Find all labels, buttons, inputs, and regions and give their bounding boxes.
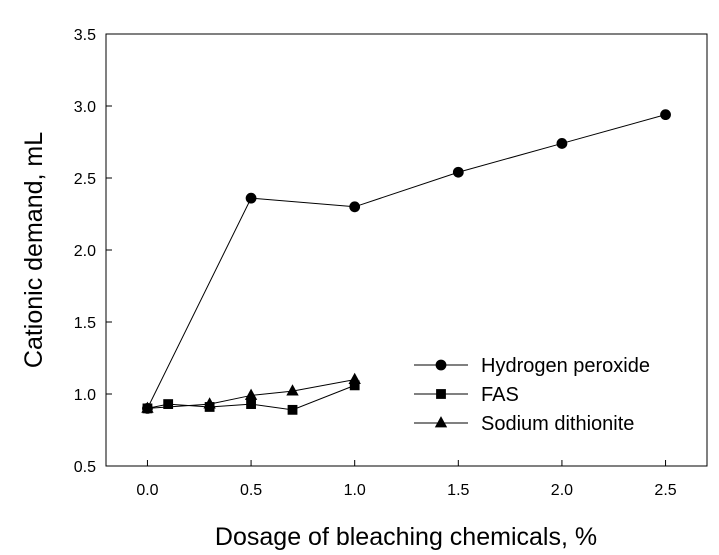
x-tick-label: 0.5	[240, 482, 262, 499]
data-point	[203, 397, 216, 409]
legend-label: Sodium dithionite	[481, 413, 634, 435]
x-tick-label: 2.5	[654, 482, 676, 499]
x-tick-label: 1.5	[447, 482, 469, 499]
x-tick-label: 0.0	[136, 482, 158, 499]
y-tick-label: 2.0	[74, 243, 96, 260]
legend-marker	[434, 416, 448, 428]
legend-item: Hydrogen peroxide	[414, 355, 650, 377]
legend-marker	[436, 389, 446, 399]
data-point	[141, 401, 154, 413]
legend: Hydrogen peroxide FAS Sodium dithionite	[414, 355, 650, 435]
y-tick-label: 1.0	[74, 387, 96, 404]
data-point	[660, 109, 671, 121]
legend-item: Sodium dithionite	[414, 413, 634, 435]
y-axis-title: Cationic demand, mL	[20, 132, 48, 368]
data-point	[287, 404, 298, 415]
plot-frame	[105, 33, 708, 467]
y-tick-label: 3.5	[74, 27, 96, 44]
legend-label: Hydrogen peroxide	[481, 355, 650, 377]
data-point	[452, 166, 464, 178]
data-point	[245, 192, 257, 204]
y-tick-label: 3.0	[74, 99, 96, 116]
x-axis-ticks: 0.0 0.5 1.0 1.5 2.0 2.5	[136, 460, 677, 499]
data-point	[556, 138, 568, 149]
data-point	[349, 201, 361, 213]
y-axis-ticks: 0.5 1.0 1.5 2.0 2.5 3.0 3.5	[74, 27, 112, 476]
data-point	[286, 384, 299, 396]
x-tick-label: 1.0	[344, 482, 366, 499]
y-tick-label: 2.5	[74, 171, 96, 188]
data-point	[246, 399, 256, 409]
data-point	[163, 399, 174, 409]
series-layer	[141, 109, 671, 415]
x-axis-title: Dosage of bleaching chemicals, %	[215, 523, 597, 551]
y-tick-label: 0.5	[74, 459, 96, 476]
x-tick-label: 2.0	[551, 482, 573, 499]
legend-item: FAS	[414, 384, 519, 406]
series-sodium-dithionite	[141, 372, 361, 413]
data-point	[348, 372, 361, 385]
data-point	[244, 388, 258, 400]
legend-marker	[435, 359, 447, 371]
legend-label: FAS	[481, 384, 519, 406]
series-line	[146, 114, 666, 409]
y-tick-label: 1.5	[74, 315, 96, 332]
